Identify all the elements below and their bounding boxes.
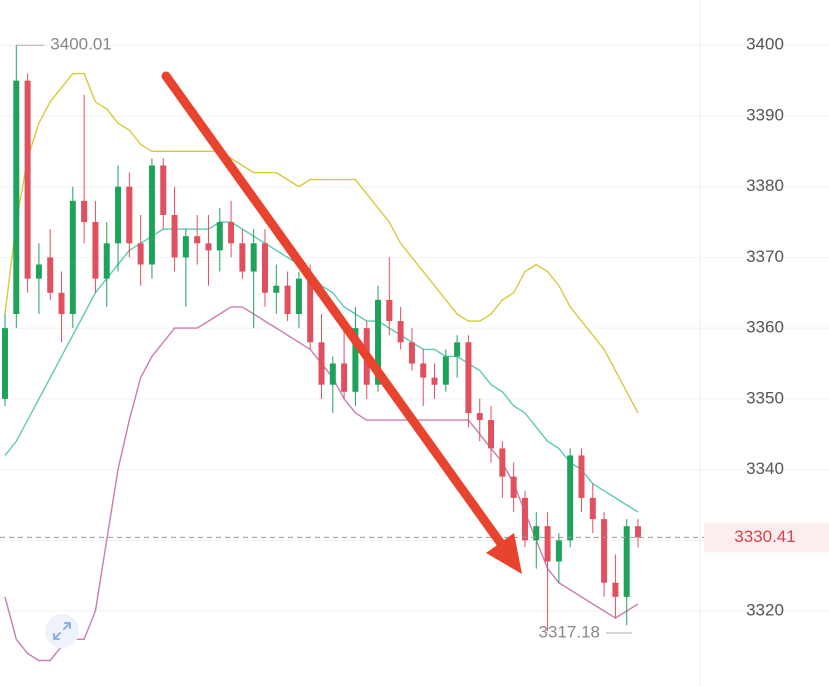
candle-body	[635, 526, 641, 538]
candle-body	[69, 200, 76, 315]
candle-body	[81, 200, 88, 223]
candle-body	[103, 243, 110, 279]
last-price-label: 3330.41	[734, 527, 795, 546]
y-tick-label: 3370	[746, 247, 784, 266]
candle-body	[499, 448, 506, 477]
candle-body	[216, 222, 223, 251]
candle-body	[442, 356, 449, 385]
candle-body	[476, 413, 483, 421]
y-tick-label: 3390	[746, 105, 784, 124]
candle-body	[261, 243, 268, 293]
band-line	[4, 72, 639, 414]
candle-body	[35, 264, 42, 279]
candle-body	[250, 243, 257, 272]
candle-body	[589, 497, 596, 520]
candle-body	[375, 299, 382, 385]
y-tick-label: 3350	[746, 388, 784, 407]
candles	[2, 45, 641, 631]
candle-body	[239, 243, 246, 272]
candle-body	[420, 363, 427, 378]
labels: 3320333033403350336033703380339034003400…	[0, 35, 829, 641]
y-tick-label: 3400	[746, 35, 784, 54]
candle-body	[386, 299, 393, 322]
candle-body	[126, 186, 133, 244]
arrow-head	[486, 533, 522, 574]
candle-body	[148, 165, 155, 265]
candle-body	[329, 363, 336, 385]
y-tick-label: 3380	[746, 176, 784, 195]
candle-body	[533, 526, 540, 541]
candle-body	[92, 222, 99, 279]
candle-body	[137, 243, 144, 265]
trend-arrow	[161, 71, 522, 574]
candle-body	[612, 582, 619, 597]
high-label: 3400.01	[50, 35, 111, 54]
candle-body	[2, 328, 8, 399]
candle-body	[24, 80, 31, 279]
candle-body	[510, 476, 517, 498]
icon-bg	[45, 614, 79, 648]
expand-icon[interactable]	[45, 614, 79, 648]
candle-body	[341, 363, 348, 392]
candle-body	[555, 540, 562, 562]
y-tick-label: 3320	[746, 601, 784, 620]
y-tick-label: 3340	[746, 459, 784, 478]
candle-body	[194, 236, 201, 244]
candle-body	[601, 519, 608, 583]
candle-body	[431, 377, 438, 385]
candle-body	[578, 455, 585, 498]
candle-body	[307, 278, 314, 343]
candle-body	[160, 165, 167, 215]
candle-body	[284, 285, 291, 315]
y-tick-label: 3360	[746, 318, 784, 337]
candle-body	[623, 526, 630, 597]
last-price-box	[704, 522, 829, 553]
candle-body	[454, 342, 461, 357]
candle-body	[408, 342, 415, 364]
candle-body	[228, 222, 235, 244]
candle-body	[171, 214, 178, 258]
candle-body	[13, 80, 20, 315]
candle-body	[397, 321, 404, 343]
candle-body	[318, 342, 325, 385]
candle-body	[182, 236, 189, 258]
candle-body	[567, 455, 574, 541]
candle-body	[521, 497, 528, 541]
candle-body	[47, 257, 54, 293]
grid	[0, 44, 829, 612]
candle-body	[488, 420, 495, 449]
low-label: 3317.18	[539, 622, 600, 641]
candle-body	[115, 186, 122, 244]
arrow-shaft	[161, 71, 507, 550]
candle-body	[205, 243, 212, 251]
candle-body	[544, 526, 551, 562]
candle-body	[465, 342, 472, 414]
candle-body	[295, 278, 302, 315]
candle-body	[58, 292, 65, 315]
candle-body	[273, 285, 280, 293]
candle-body	[352, 328, 359, 392]
icon-glyph	[53, 622, 71, 640]
